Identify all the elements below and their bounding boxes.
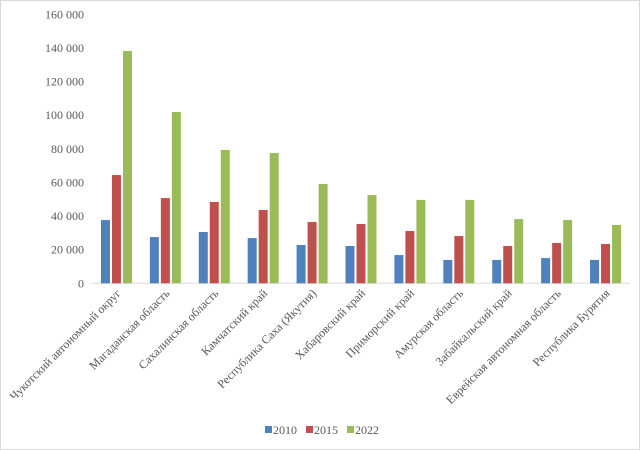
bar-2022 xyxy=(416,199,426,284)
y-tick-label: 100 000 xyxy=(45,108,84,122)
bar-2022 xyxy=(465,199,475,284)
y-tick-label: 80 000 xyxy=(51,142,84,156)
bar-2010 xyxy=(443,259,453,284)
bar-2022 xyxy=(171,111,181,284)
y-tick-label: 40 000 xyxy=(51,209,84,223)
bar-2015 xyxy=(601,243,611,284)
bar-2022 xyxy=(514,219,524,284)
x-tick-label: Сахалинская область xyxy=(136,286,222,372)
bar-2022 xyxy=(318,183,328,284)
bar-2022 xyxy=(220,149,230,284)
bar-2015 xyxy=(307,221,317,284)
bar-2022 xyxy=(563,219,573,284)
bar-2010 xyxy=(345,245,355,284)
bar-2010 xyxy=(247,238,257,284)
bar-2010 xyxy=(149,237,159,284)
bar-2022 xyxy=(122,50,132,284)
bar-2010 xyxy=(198,232,208,284)
bar-2022 xyxy=(612,224,622,284)
y-tick-label: 140 000 xyxy=(45,41,84,55)
bar-2010 xyxy=(296,244,306,284)
x-tick-label: Республика Саха (Якутия) xyxy=(214,286,319,391)
bar-2015 xyxy=(258,209,268,284)
x-tick-label: Магаданская область xyxy=(86,286,173,373)
legend-swatch-2022 xyxy=(347,426,354,433)
y-tick-label: 160 000 xyxy=(45,7,84,21)
bar-2015 xyxy=(209,201,219,284)
bar-2010 xyxy=(394,255,404,284)
bar-2015 xyxy=(503,245,513,284)
bar-2015 xyxy=(356,223,366,284)
bar-2015 xyxy=(454,236,464,284)
y-tick-label: 0 xyxy=(78,276,84,290)
bar-2010 xyxy=(590,259,600,284)
y-tick-label: 120 000 xyxy=(45,75,84,89)
y-tick-label: 20 000 xyxy=(51,243,84,257)
bar-2015 xyxy=(111,175,121,284)
bar-2015 xyxy=(405,231,415,284)
legend-label: 2010 xyxy=(273,423,297,437)
bar-2010 xyxy=(541,258,551,284)
bar-2010 xyxy=(492,259,502,284)
bar-2022 xyxy=(367,195,377,284)
bar-2022 xyxy=(269,153,279,284)
legend-label: 2015 xyxy=(314,423,338,437)
bar-2010 xyxy=(100,220,110,284)
legend-swatch-2010 xyxy=(265,426,272,433)
bar-2015 xyxy=(552,242,562,284)
bar-2015 xyxy=(160,198,170,284)
legend-label: 2022 xyxy=(355,423,379,437)
y-tick-label: 60 000 xyxy=(51,175,84,189)
legend-swatch-2015 xyxy=(306,426,313,433)
